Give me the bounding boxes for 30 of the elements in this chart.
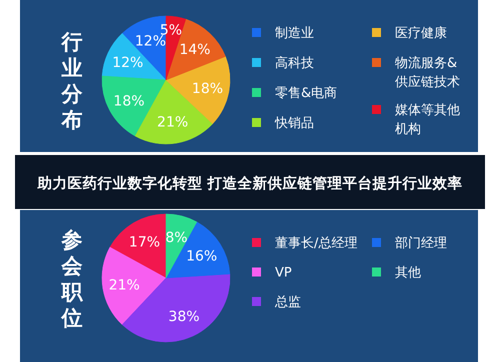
- data-label: 16%: [186, 248, 218, 264]
- data-label: 18%: [192, 80, 224, 97]
- text: 参会职位: [60, 228, 84, 330]
- pie-slice: [102, 246, 166, 325]
- legend-label: 物流服务&供应链技术: [395, 55, 460, 90]
- legend-label: 医疗健康: [395, 26, 447, 41]
- data-label: 12%: [134, 34, 166, 50]
- data-label: 18%: [113, 93, 145, 110]
- legend-label: 快销品: [274, 116, 314, 131]
- data-label: 21%: [108, 278, 140, 294]
- legend-label: 媒体等其他机构: [395, 103, 460, 137]
- data-label: 38%: [168, 309, 200, 326]
- text: 助力医药行业数字化转型 打造全新供应链管理平台提升行业效率: [36, 174, 463, 192]
- text: 行业分布: [60, 30, 84, 132]
- pie-slice: [110, 214, 166, 278]
- legend-label: 其他: [395, 266, 421, 280]
- legend-label: VP: [275, 266, 292, 280]
- pie-slice: [102, 33, 166, 80]
- data-label: 17%: [128, 234, 160, 251]
- data-label: 21%: [157, 114, 188, 131]
- data-label: 12%: [112, 55, 144, 72]
- legend-label: 部门经理: [395, 235, 447, 251]
- legend-label: 零售&电商: [275, 86, 338, 101]
- legend-label: 董事长/总经理: [275, 236, 358, 251]
- legend-label: 高科技: [275, 55, 314, 71]
- legend-label: 制造业: [275, 26, 314, 41]
- data-label: 14%: [179, 42, 210, 58]
- pie-slice: [166, 222, 230, 278]
- data-label: 8%: [165, 230, 188, 246]
- legend-label: 总监: [274, 295, 301, 310]
